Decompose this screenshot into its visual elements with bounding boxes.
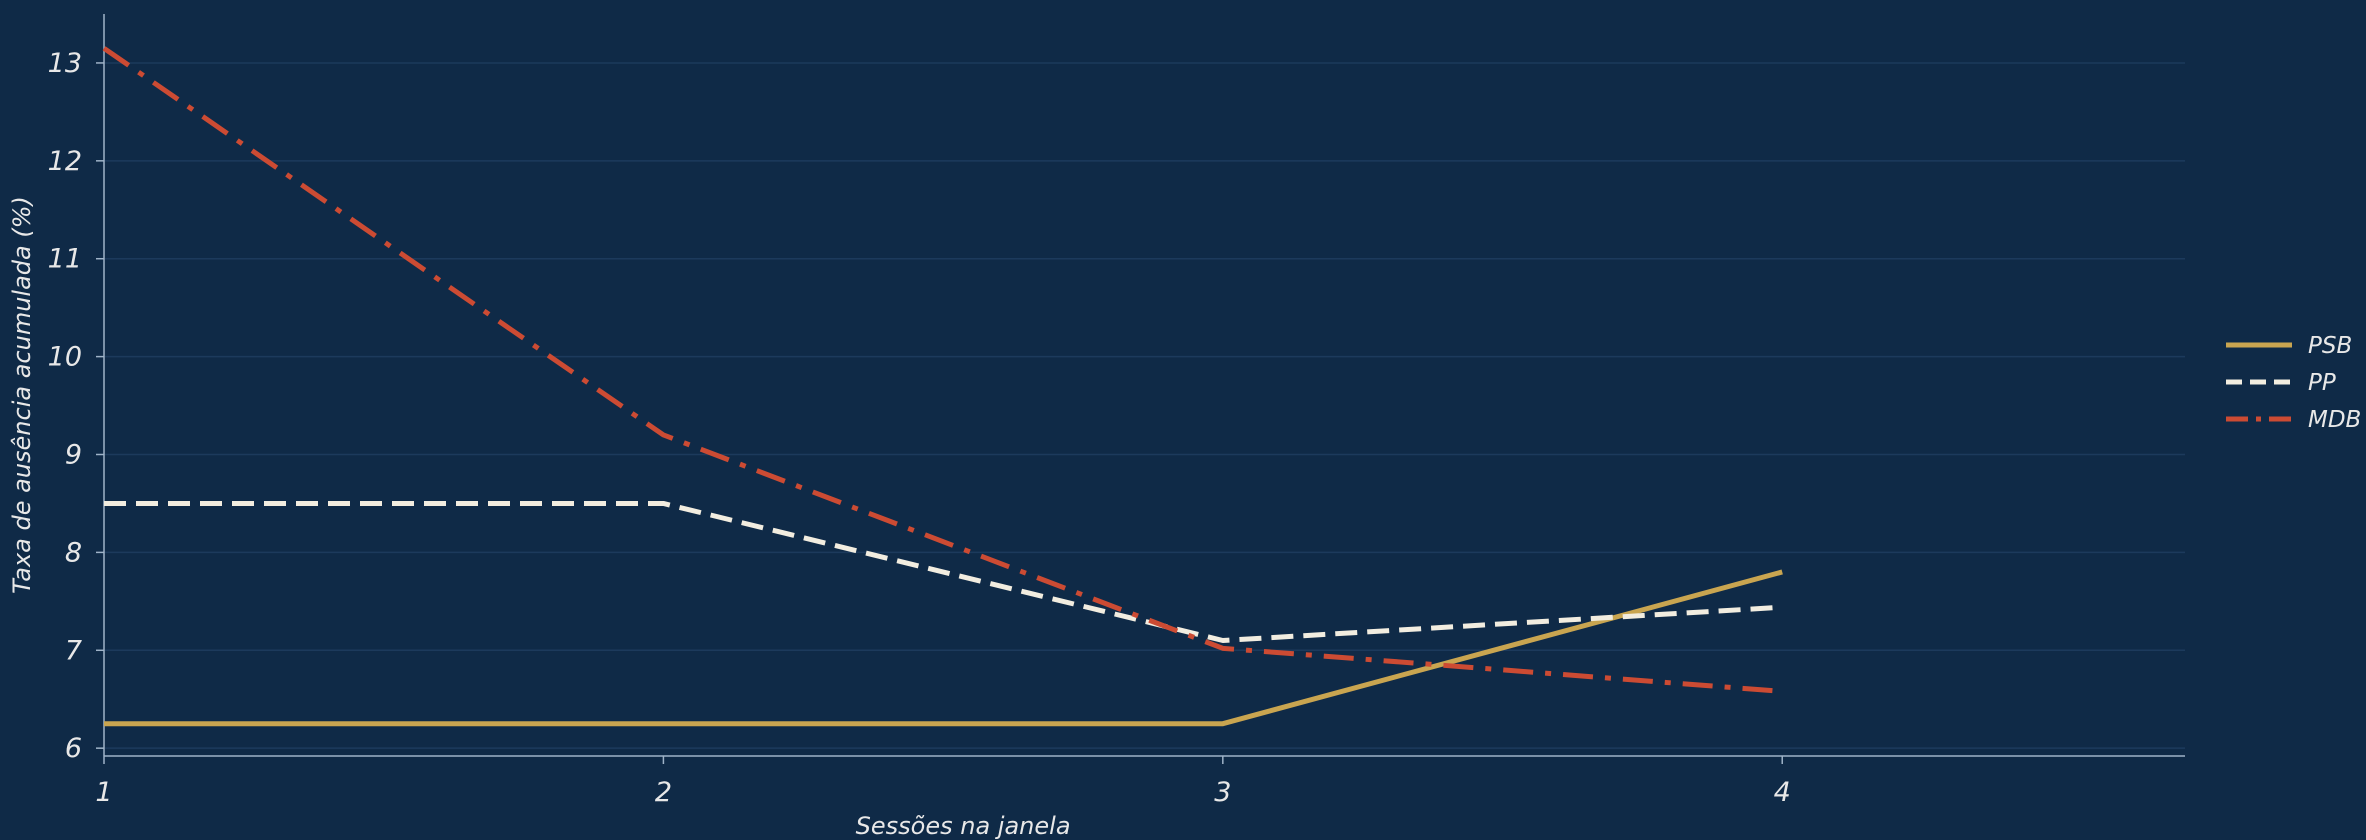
x-tick-label-2: 2 [655,777,672,808]
x-tick-label-3: 3 [1214,777,1231,808]
y-axis-title: Taxa de ausência acumulada (%) [8,196,36,594]
y-tick-label-12: 12 [48,146,82,177]
y-tick-label-10: 10 [48,342,82,373]
x-axis-title: Sessões na janela [856,812,1071,840]
y-tick-label-8: 8 [65,537,82,568]
x-tick-label-1: 1 [95,777,112,808]
y-tick-label-9: 9 [65,440,82,471]
y-tick-label-11: 11 [48,244,82,275]
y-tick-label-7: 7 [65,635,82,666]
x-tick-label-4: 4 [1774,777,1791,808]
legend-label-psb: PSB [2308,333,2352,359]
legend-label-pp: PP [2308,370,2336,396]
y-tick-label-13: 13 [48,48,82,79]
legend-label-mdb: MDB [2308,407,2361,433]
y-tick-label-6: 6 [65,733,82,764]
